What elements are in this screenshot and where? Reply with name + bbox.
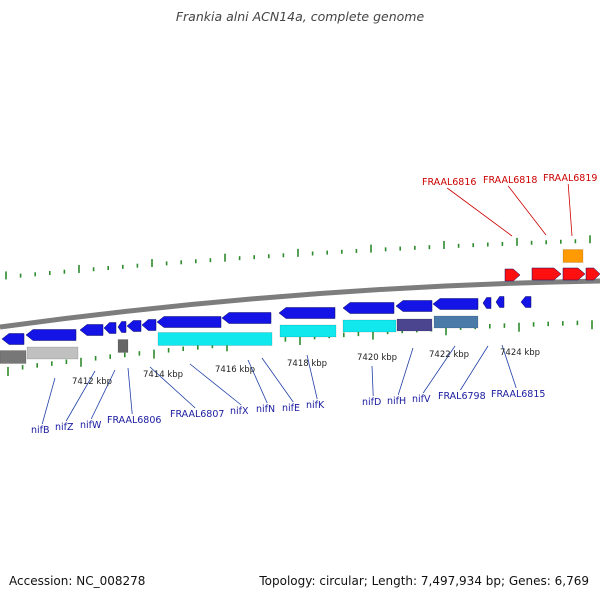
kbp-label: 7416 kbp <box>215 365 255 375</box>
callout-line <box>90 369 116 420</box>
gene-arrow-blue <box>482 297 492 309</box>
gene-label-fraal6816: FRAAL6816 <box>422 177 476 188</box>
gene-arrow-blue <box>495 296 505 308</box>
feature-box-darkgrey <box>117 339 129 353</box>
callout-line <box>127 367 133 415</box>
genome-backbone <box>0 278 600 330</box>
gene-arrow-blue <box>117 321 127 333</box>
gene-arrow-blue <box>126 320 142 332</box>
callout-line <box>371 365 374 397</box>
map-title: Frankia alni ACN14a, complete genome <box>175 9 425 24</box>
callout-line <box>65 370 96 422</box>
gene-arrow-blue <box>79 324 104 336</box>
gene-label-nifv: nifV <box>412 394 431 405</box>
gene-arrow-red <box>504 268 521 282</box>
feature-box-lightgrey <box>26 346 79 360</box>
gene-label-nife: nifE <box>282 403 300 414</box>
callout-line <box>261 357 294 403</box>
kbp-label: 7420 kbp <box>357 353 397 363</box>
feature-box-cyan <box>279 324 337 338</box>
feature-box-cyan <box>342 319 397 333</box>
gene-label-nifz: nifZ <box>55 422 74 433</box>
callout-line <box>460 345 489 391</box>
kbp-label: 7422 kbp <box>429 350 469 360</box>
kbp-label: 7414 kbp <box>143 370 183 380</box>
feature-box-orange <box>562 249 584 263</box>
gene-arrow-blue <box>342 302 395 314</box>
gene-label-nifh: nifH <box>387 396 406 407</box>
gene-label-fraal6807: FRAAL6807 <box>170 409 224 420</box>
callout-line <box>306 354 318 400</box>
callout-line <box>422 345 456 394</box>
gene-arrow-red <box>531 267 562 281</box>
gene-arrow-red <box>562 267 586 281</box>
gene-arrow-red <box>585 267 600 281</box>
gene-label-fraal6819: FRAAL6819 <box>543 173 597 184</box>
callout-line <box>247 359 268 404</box>
gene-arrow-blue <box>221 312 272 324</box>
gene-arrow-blue <box>278 307 336 319</box>
lower-gene-labels: nifB nifZ nifW FRAAL6806 FRAAL6807 nifX nifN ni… <box>31 389 545 436</box>
gene-label-nifw: nifW <box>80 420 102 431</box>
outer-tick-marks <box>5 235 591 280</box>
gene-arrow-blue <box>520 296 532 308</box>
gene-arrow-blue <box>1 333 25 345</box>
callout-line-red <box>567 183 573 237</box>
gene-label-nifd: nifD <box>362 397 381 408</box>
gene-label-nifk: nifK <box>306 400 325 411</box>
gene-label-fraal6815: FRAAL6815 <box>491 389 545 400</box>
feature-box-steelblue <box>433 315 479 329</box>
gene-arrow-blue <box>141 319 157 331</box>
callout-line-red <box>507 185 547 236</box>
gene-label-fraal6818: FRAAL6818 <box>483 175 537 186</box>
gene-features <box>0 249 600 364</box>
genome-summary-text: Topology: circular; Length: 7,497,934 bp… <box>259 574 589 588</box>
accession-text: Accession: NC_008278 <box>9 574 146 588</box>
gene-arrow-blue <box>432 298 479 310</box>
kbp-label: 7424 kbp <box>500 348 540 358</box>
feature-box-cyan <box>157 332 273 346</box>
gene-label-nifn: nifN <box>256 404 275 415</box>
callout-line <box>149 366 196 409</box>
gene-arrow-blue <box>25 329 77 341</box>
kbp-labels: 7412 kbp 7414 kbp 7416 kbp 7418 kbp 7420 kbp… <box>72 348 540 387</box>
gene-arrow-blue <box>156 316 222 328</box>
callout-line-red <box>446 187 513 237</box>
gene-label-nifx: nifX <box>230 406 249 417</box>
upper-gene-labels: FRAAL6816 FRAAL6818 FRAAL6819 <box>422 173 597 188</box>
gene-label-fraal6806: FRAAL6806 <box>107 415 161 426</box>
gene-label-fral6798: FRAL6798 <box>438 391 486 402</box>
callout-line <box>189 363 242 406</box>
label-callout-lines <box>41 183 573 425</box>
gene-label-nifb: nifB <box>31 425 50 436</box>
kbp-label: 7412 kbp <box>72 377 112 387</box>
feature-box-indigo <box>396 318 433 332</box>
gene-arrow-blue <box>395 300 433 312</box>
kbp-label: 7418 kbp <box>287 359 327 369</box>
callout-line <box>397 347 414 396</box>
callout-line <box>41 377 56 425</box>
callout-line <box>501 344 517 389</box>
gene-arrow-blue <box>103 322 117 334</box>
feature-box-grey <box>0 350 27 364</box>
